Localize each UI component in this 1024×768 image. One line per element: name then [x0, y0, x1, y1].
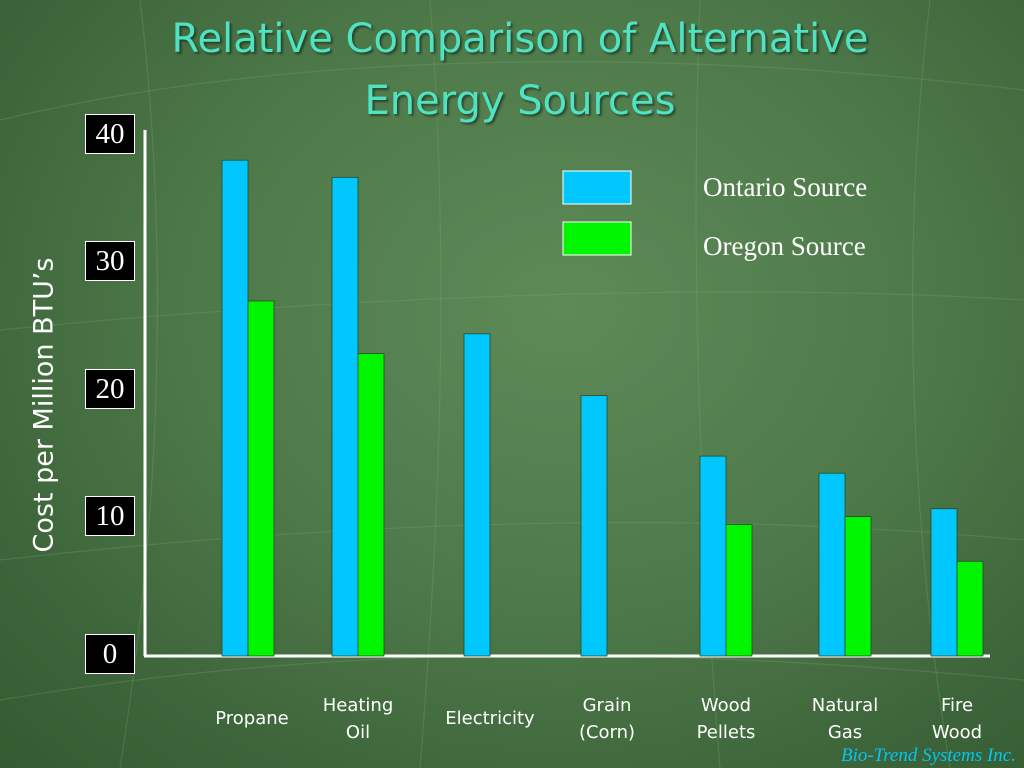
- legend-swatch-ontario: [562, 170, 632, 205]
- x-tick-label-woodpellets: Wood Pellets: [696, 695, 756, 743]
- x-tick-label-propane: Propane: [215, 708, 289, 729]
- bar-ontario-propane: [221, 159, 249, 657]
- y-tick-label-20: 20: [85, 369, 135, 409]
- x-tick-label-graincorn: Grain (Corn): [578, 695, 636, 743]
- credit-period: .: [1011, 745, 1016, 766]
- y-tick-label-30: 30: [85, 241, 135, 281]
- bar-ontario-naturalgas: [818, 472, 846, 657]
- x-tick-label-firewood: Fire Wood: [931, 695, 983, 743]
- legend-label-ontario: Ontario Source: [703, 172, 868, 202]
- bar-ontario-heatingoil: [331, 176, 359, 657]
- y-tick-label-0: 0: [85, 634, 135, 674]
- credit-text: Bio-Trend Systems Inc.: [841, 745, 1016, 767]
- y-tick-label-40: 40: [85, 114, 135, 154]
- y-tick-label-10: 10: [85, 496, 135, 536]
- bar-oregon-firewood: [956, 560, 984, 657]
- bar-ontario-woodpellets: [699, 455, 727, 657]
- credit-name: Bio-Trend Systems Inc: [840, 745, 1012, 766]
- x-tick-label-heatingoil: Heating Oil: [322, 695, 394, 743]
- legend-label-oregon: Oregon Source: [703, 231, 866, 261]
- bar-oregon-naturalgas: [844, 516, 872, 657]
- legend-swatch-oregon: [562, 221, 632, 256]
- x-tick-label-naturalgas: Natural Gas: [811, 695, 879, 743]
- chart-title: Relative Comparison of Alternative Energ…: [0, 8, 1024, 132]
- bar-ontario-firewood: [930, 508, 958, 657]
- x-tick-label-electricity: Electricity: [445, 708, 535, 729]
- bar-ontario-electricity: [463, 333, 491, 657]
- bar-oregon-heatingoil: [357, 353, 385, 657]
- bar-ontario-graincorn: [580, 395, 608, 657]
- bar-oregon-woodpellets: [725, 524, 753, 657]
- title-line-1: Relative Comparison of Alternative: [171, 16, 869, 62]
- title-line-2: Energy Sources: [364, 78, 676, 124]
- bar-oregon-propane: [247, 300, 275, 657]
